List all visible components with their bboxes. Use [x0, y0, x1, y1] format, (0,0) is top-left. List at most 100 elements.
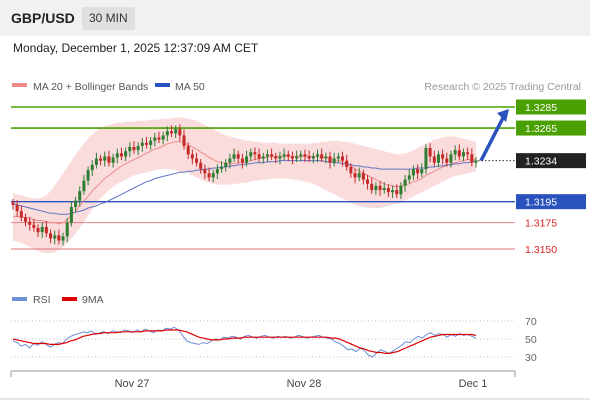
candle-body: [441, 154, 445, 159]
rsi-tick-30: 30: [525, 352, 537, 364]
candle-body: [257, 154, 261, 159]
level-label-1.3285: 1.3285: [525, 102, 557, 114]
rsi-legend-swatch: [12, 297, 27, 301]
candle-body: [253, 152, 257, 155]
candle-body: [94, 158, 98, 165]
x-tick-label: Nov 27: [115, 378, 150, 390]
candles: [11, 124, 478, 246]
candle-body: [378, 185, 382, 191]
candle-body: [36, 227, 40, 233]
candle-body: [341, 156, 345, 161]
candle-body: [24, 217, 28, 222]
candle-body: [119, 153, 123, 157]
candle-body: [82, 180, 86, 192]
forecast-arrow-shaft: [479, 113, 507, 162]
candle-body: [53, 235, 57, 239]
candle-body: [65, 222, 69, 237]
candle-body: [174, 129, 178, 134]
candle-body: [436, 154, 440, 163]
last-price-label: 1.3234: [525, 156, 557, 168]
candle-body: [40, 226, 44, 233]
candle-body: [453, 150, 457, 155]
candle-body: [282, 154, 286, 157]
candle-body: [49, 233, 53, 239]
candle-body: [211, 173, 215, 178]
chart-legend: MA 20 + Bollinger Bands MA 50: [12, 81, 205, 93]
candle-body: [320, 154, 324, 159]
candle-body: [99, 158, 103, 161]
timeframe-button[interactable]: 30 MIN: [82, 7, 135, 30]
candle-body: [328, 156, 332, 163]
candle-body: [103, 156, 107, 161]
ma20-legend-label: MA 20 + Bollinger Bands: [33, 81, 148, 93]
rsi-legend-label: RSI: [33, 294, 51, 306]
candle-body: [186, 145, 190, 155]
candle-body: [295, 156, 299, 159]
candle-body: [203, 169, 207, 174]
last-price-tag: [516, 153, 586, 169]
rsi-9ma-line: [12, 329, 477, 354]
candle-body: [261, 156, 265, 159]
candle-body: [403, 179, 407, 186]
candle-body: [311, 156, 315, 159]
candle-body: [353, 173, 357, 178]
moving-averages: [12, 141, 477, 225]
bollinger-band-area: [13, 117, 476, 254]
candle-body: [236, 154, 240, 159]
candle-body: [349, 166, 353, 174]
rsi-panel: 70 50 30: [11, 316, 537, 364]
header-bar: GBP/USD 30 MIN: [0, 0, 590, 36]
candle-body: [474, 160, 478, 163]
candle-body: [374, 185, 378, 191]
candle-body: [44, 226, 48, 234]
rsi-tick-70: 70: [525, 316, 537, 328]
level-tag-1.3265: [516, 120, 586, 136]
candle-body: [395, 190, 399, 195]
candle-body: [391, 190, 395, 193]
candle-body: [411, 169, 415, 176]
level-label-1.3150: 1.3150: [525, 244, 557, 256]
bollinger-bands: [13, 117, 476, 254]
candle-body: [115, 153, 119, 158]
candle-body: [86, 170, 90, 181]
candle-body: [424, 148, 428, 170]
level-labels: 1.3285 1.3265 1.3195 1.3175 1.3150 1.3234: [478, 99, 586, 256]
candle-body: [278, 156, 282, 159]
candle-body: [140, 142, 144, 146]
candle-body: [470, 154, 474, 163]
candle-body: [157, 137, 161, 140]
candle-body: [445, 158, 449, 163]
chart-datetime: Monday, December 1, 2025 12:37:09 AM CET: [13, 41, 259, 55]
candle-body: [207, 173, 211, 178]
ma20-legend-swatch: [12, 83, 27, 87]
candle-body: [299, 154, 303, 157]
candle-body: [215, 169, 219, 174]
rsi-tick-50: 50: [525, 334, 537, 346]
candle-body: [57, 235, 61, 241]
candle-body: [190, 154, 194, 159]
candle-body: [265, 154, 269, 157]
ma20-line: [13, 141, 476, 225]
candle-body: [249, 152, 253, 157]
ma50-line: [12, 160, 477, 215]
candle-body: [274, 156, 278, 159]
candle-body: [432, 156, 436, 163]
candle-body: [178, 129, 182, 136]
level-label-1.3265: 1.3265: [525, 123, 557, 135]
x-tick-label: Dec 1: [459, 378, 488, 390]
candle-body: [345, 160, 349, 167]
level-label-1.3175: 1.3175: [525, 218, 557, 230]
candle-body: [420, 169, 424, 174]
candle-body: [382, 187, 386, 191]
candle-body: [399, 185, 403, 195]
rsi-line: [12, 326, 477, 358]
candle-body: [449, 154, 453, 163]
candle-body: [19, 211, 23, 218]
candle-body: [466, 152, 470, 155]
candle-body: [165, 131, 169, 136]
candle-body: [32, 224, 36, 228]
candle-body: [240, 158, 244, 163]
candle-body: [149, 140, 153, 145]
candle-body: [136, 145, 140, 151]
candle-body: [220, 166, 224, 170]
